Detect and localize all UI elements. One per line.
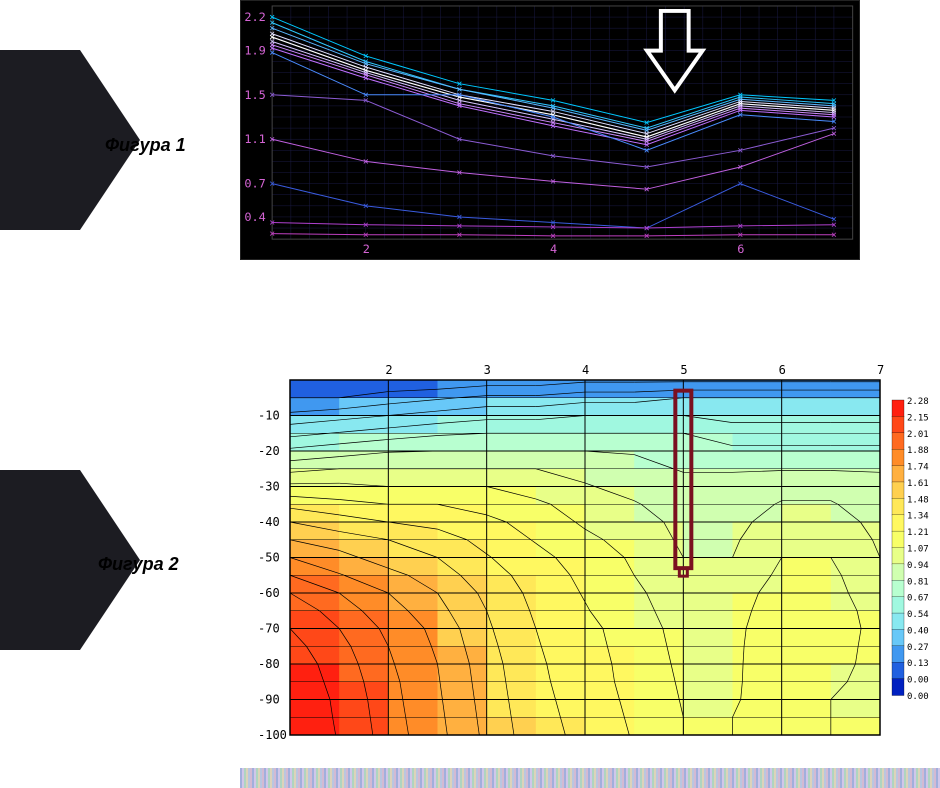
svg-text:0.81: 0.81	[907, 577, 929, 587]
svg-text:-40: -40	[258, 515, 280, 529]
svg-text:6: 6	[779, 363, 786, 377]
svg-text:4: 4	[582, 363, 589, 377]
svg-text:1.21: 1.21	[907, 528, 929, 538]
svg-text:1.9: 1.9	[244, 43, 265, 57]
svg-text:1.61: 1.61	[907, 479, 929, 489]
chart-2-heatmap: 2 3 4 5 6 7 -10 -20 -30 -40 -50 -60 -70 -80 -90 -100 2.2…	[240, 360, 940, 740]
svg-text:2.28: 2.28	[907, 397, 929, 407]
chart-1-line: 0.4 0.7 1.1 1.5 1.9 2.2 2 4 6	[240, 0, 860, 260]
svg-text:-90: -90	[258, 693, 280, 707]
svg-text:0.4: 0.4	[244, 210, 265, 224]
chart-2-svg: 2 3 4 5 6 7 -10 -20 -30 -40 -50 -60 -70 -80 -90 -100 2.2…	[240, 360, 940, 740]
svg-text:0.00: 0.00	[907, 692, 929, 702]
svg-text:0.67: 0.67	[907, 594, 929, 604]
svg-text:0.40: 0.40	[907, 626, 929, 636]
figure-1-label: Фигура 1	[105, 135, 186, 156]
svg-text:1.88: 1.88	[907, 446, 929, 456]
svg-text:-100: -100	[258, 728, 287, 740]
figure-2-label: Фигура 2	[98, 554, 179, 575]
svg-text:0.7: 0.7	[244, 177, 265, 191]
svg-text:6: 6	[737, 242, 744, 256]
svg-text:-20: -20	[258, 444, 280, 458]
svg-text:-30: -30	[258, 480, 280, 494]
svg-text:2: 2	[385, 363, 392, 377]
svg-text:1.5: 1.5	[244, 88, 265, 102]
svg-text:1.07: 1.07	[907, 545, 929, 555]
svg-text:2: 2	[363, 242, 370, 256]
svg-text:1.48: 1.48	[907, 495, 929, 505]
chart-1-svg: 0.4 0.7 1.1 1.5 1.9 2.2 2 4 6	[241, 1, 859, 259]
svg-text:3: 3	[484, 363, 491, 377]
svg-text:0.54: 0.54	[907, 610, 929, 620]
svg-text:0.27: 0.27	[907, 643, 929, 653]
svg-text:0.00: 0.00	[907, 676, 929, 686]
noise-strip	[240, 768, 940, 788]
svg-text:1.34: 1.34	[907, 512, 929, 522]
svg-text:-60: -60	[258, 586, 280, 600]
decor-pentagon-2	[0, 470, 80, 650]
svg-text:-50: -50	[258, 551, 280, 565]
svg-text:2.2: 2.2	[244, 10, 265, 24]
svg-text:7: 7	[877, 363, 884, 377]
svg-text:-10: -10	[258, 409, 280, 423]
svg-text:-80: -80	[258, 657, 280, 671]
svg-text:5: 5	[680, 363, 687, 377]
svg-text:1.74: 1.74	[907, 463, 929, 473]
svg-text:0.13: 0.13	[907, 659, 929, 669]
svg-text:2.01: 2.01	[907, 430, 929, 440]
svg-text:1.1: 1.1	[244, 132, 265, 146]
svg-text:-70: -70	[258, 622, 280, 636]
svg-text:4: 4	[550, 242, 557, 256]
svg-text:2.15: 2.15	[907, 413, 929, 423]
decor-pentagon-1	[0, 50, 80, 230]
svg-text:0.94: 0.94	[907, 561, 929, 571]
